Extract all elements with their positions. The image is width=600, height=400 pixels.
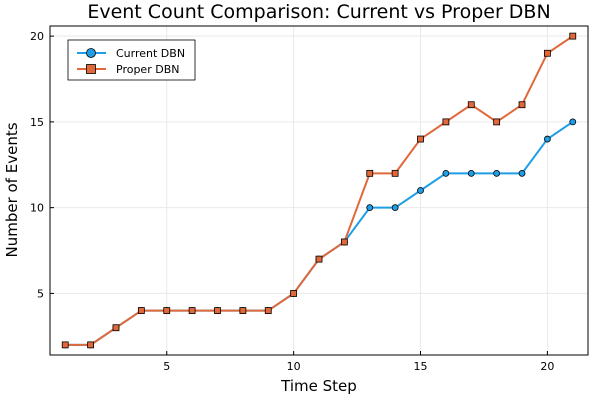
point-proper-dbn [214,307,221,314]
point-proper-dbn [442,118,450,126]
point-proper-dbn [137,307,145,314]
point-proper-dbn [493,118,501,126]
grid-layer [50,26,588,355]
point-current-dbn [391,204,399,212]
point-proper-dbn [112,324,120,332]
legend-label-proper-dbn: Proper DBN [116,63,179,76]
point-current-dbn [467,169,475,177]
point-proper-dbn [366,169,374,177]
point-proper-dbn [417,135,424,143]
x-axis-label: Time Step [280,377,357,395]
y-tick-label: 10 [30,202,44,215]
x-tick-label: 20 [540,360,554,373]
legend: Current DBN Proper DBN [67,39,196,81]
point-proper-dbn [467,101,475,109]
point-current-dbn [366,204,374,212]
y-axis-label: Number of Events [3,122,21,257]
x-tick-label: 10 [287,360,301,373]
point-proper-dbn [518,101,526,109]
legend-label-current-dbn: Current DBN [116,47,185,60]
tick-layer: 5 10 15 20 5 10 15 20 [30,30,554,373]
point-current-dbn [417,187,424,194]
plot-frame [49,25,589,356]
point-proper-dbn [264,307,272,314]
point-proper-dbn [61,341,69,349]
point-proper-dbn [239,307,247,314]
point-current-dbn [442,169,450,177]
legend-marker-current-dbn [86,48,96,58]
y-tick-label: 5 [37,287,44,300]
point-proper-dbn [87,341,95,349]
point-proper-dbn [569,32,577,40]
point-proper-dbn [391,169,399,177]
series-line-proper-dbn [65,35,574,346]
x-tick-label: 15 [414,360,428,373]
point-proper-dbn [290,290,298,297]
series-layer [61,32,577,349]
x-tick-label: 5 [163,360,170,373]
point-current-dbn [569,118,577,126]
point-current-dbn [493,169,501,177]
point-proper-dbn [543,49,551,57]
point-proper-dbn [340,238,348,246]
point-current-dbn [518,169,526,177]
point-proper-dbn [163,307,171,314]
y-tick-label: 15 [30,116,44,129]
point-proper-dbn [315,255,323,263]
point-proper-dbn [188,307,196,314]
legend-marker-proper-dbn [86,64,96,74]
y-tick-label: 20 [30,30,44,43]
chart-title: Event Count Comparison: Current vs Prope… [87,1,550,23]
point-current-dbn [543,135,551,143]
